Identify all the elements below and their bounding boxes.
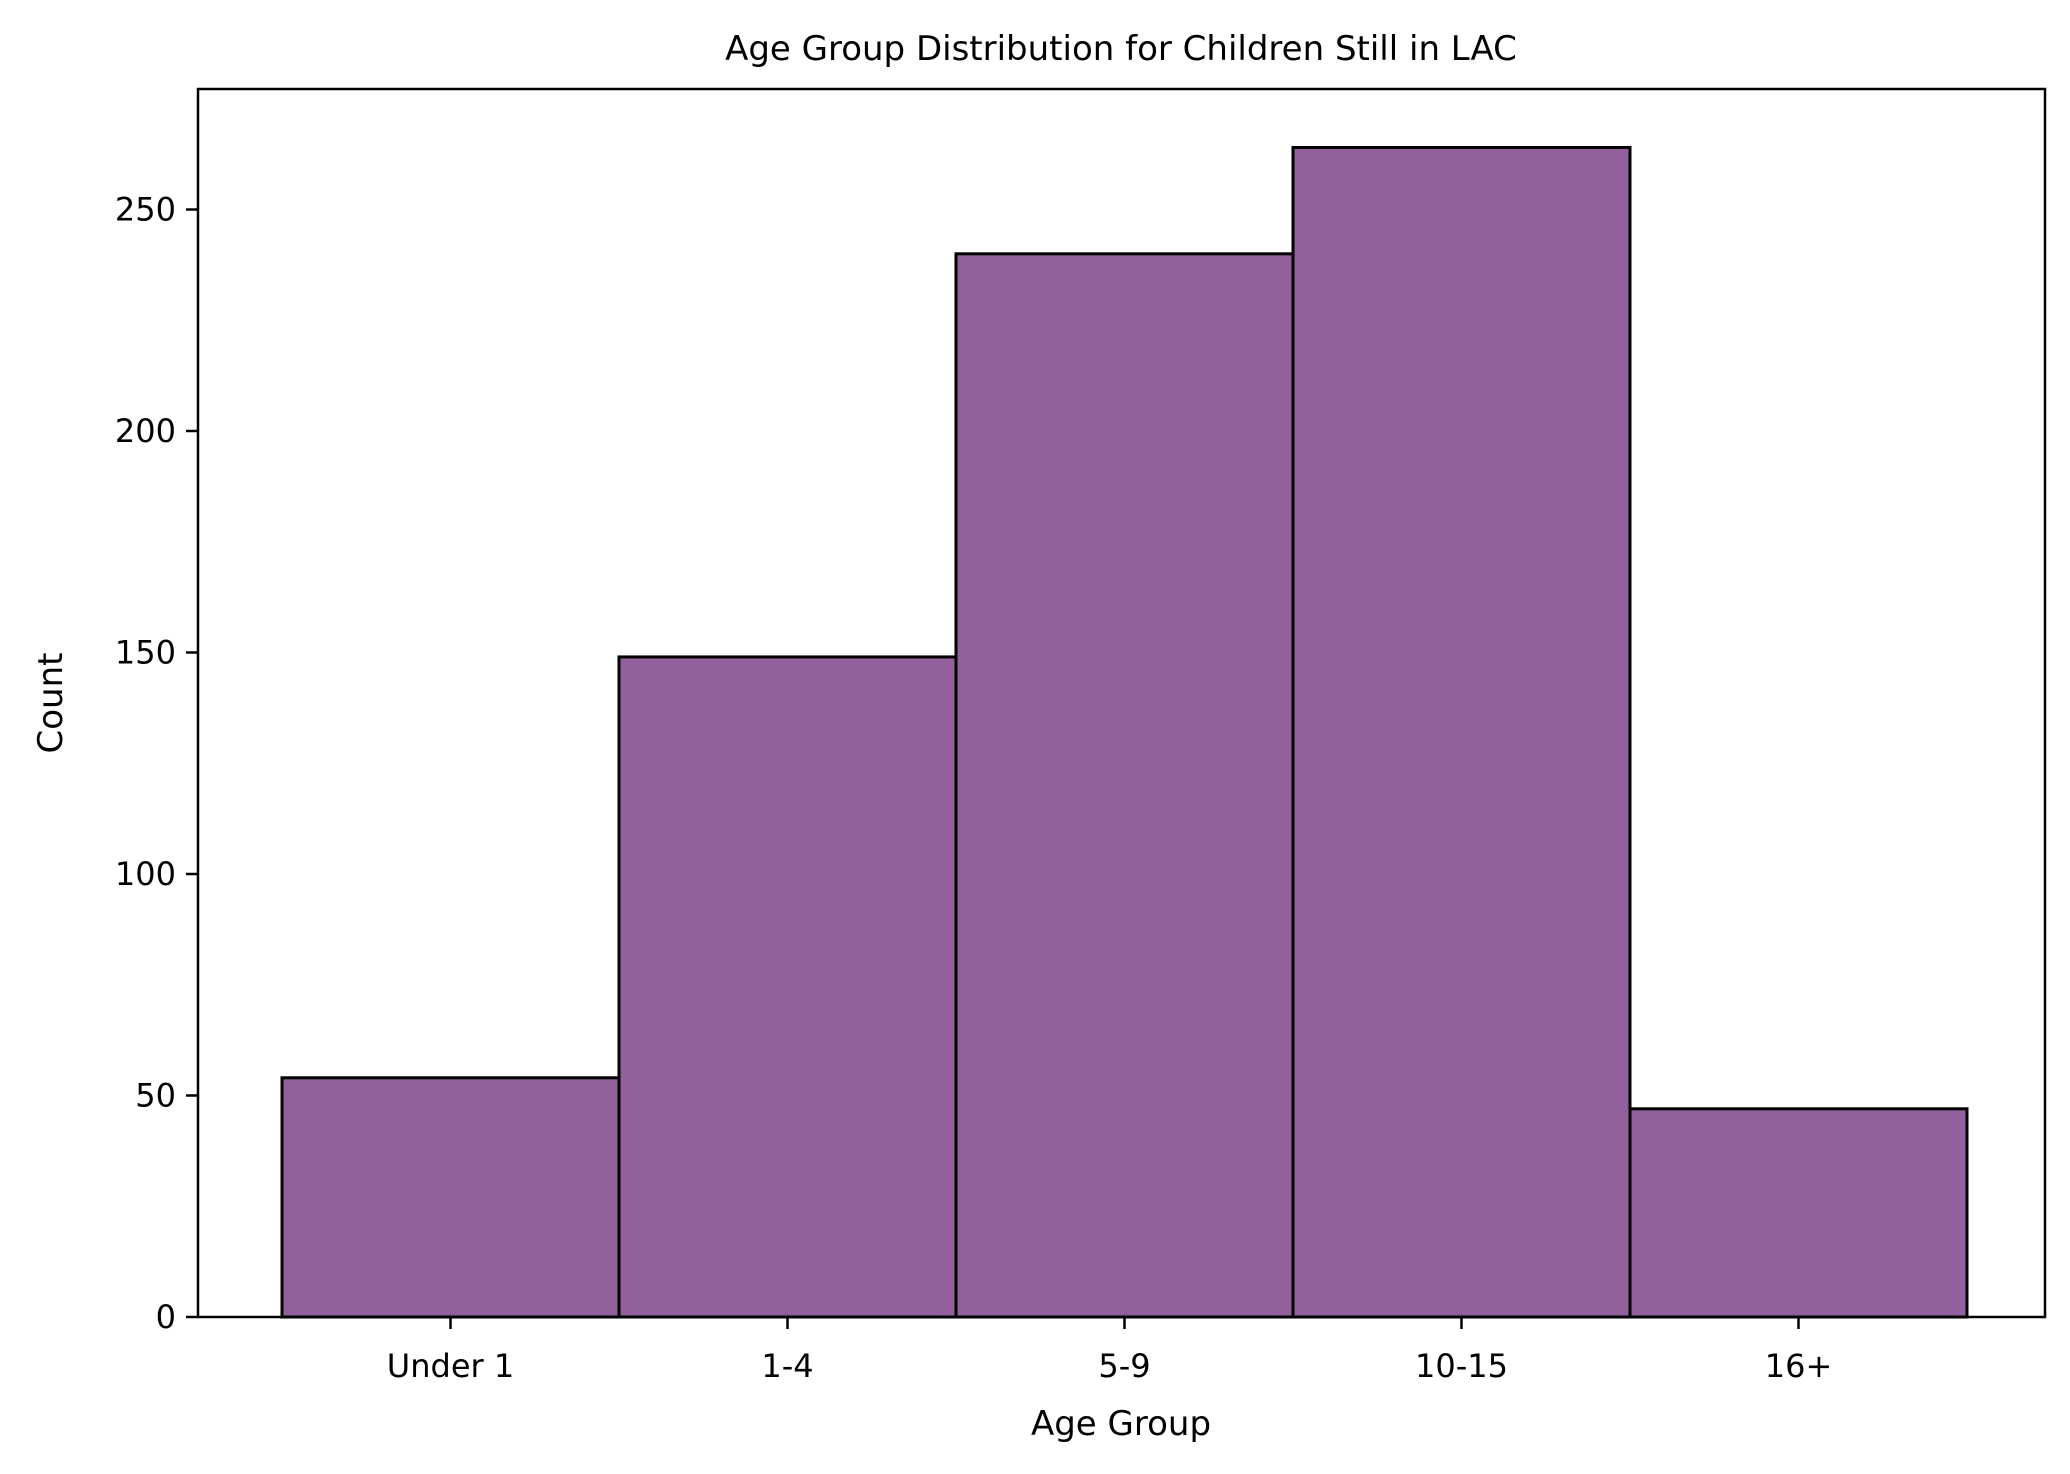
y-axis-ticks: 0 50 100 150 200 250	[115, 190, 198, 1336]
plot-frame	[196, 87, 2047, 1319]
x-tick-label: 10-15	[1415, 1347, 1508, 1385]
y-tick-label: 200	[115, 412, 176, 450]
y-tick-label: 100	[115, 855, 176, 893]
x-axis-ticks: Under 1 1-4 5-9 10-15 16+	[387, 1317, 1832, 1385]
bar-10-15	[1291, 145, 1632, 1319]
y-tick-label: 150	[115, 633, 176, 671]
x-tick-label: 1-4	[761, 1347, 813, 1385]
y-tick-label: 250	[115, 190, 176, 228]
bar-16-	[1628, 1107, 1969, 1319]
bar-5-9	[954, 252, 1295, 1319]
y-axis-label: Count	[31, 653, 71, 754]
y-tick-label: 50	[135, 1076, 176, 1114]
x-tick-label: 5-9	[1098, 1347, 1150, 1385]
bars-group	[280, 145, 1969, 1319]
bar-1-4	[617, 655, 958, 1319]
x-axis-label: Age Group	[1031, 1404, 1211, 1444]
chart-title: Age Group Distribution for Children Stil…	[725, 29, 1517, 69]
x-tick-label: Under 1	[387, 1347, 514, 1385]
x-tick-label: 16+	[1765, 1347, 1833, 1385]
bar-under-1	[280, 1076, 621, 1319]
y-tick-label: 0	[156, 1298, 176, 1336]
